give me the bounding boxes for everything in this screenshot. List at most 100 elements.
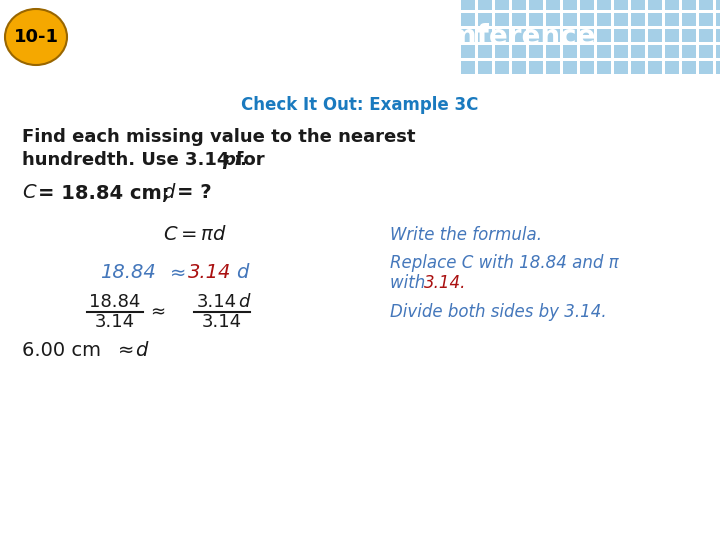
Text: $\mathit{d}$: $\mathit{d}$ bbox=[162, 184, 176, 202]
FancyBboxPatch shape bbox=[563, 13, 577, 26]
FancyBboxPatch shape bbox=[478, 13, 492, 26]
FancyBboxPatch shape bbox=[597, 0, 611, 10]
FancyBboxPatch shape bbox=[512, 45, 526, 58]
FancyBboxPatch shape bbox=[580, 0, 594, 10]
FancyBboxPatch shape bbox=[529, 29, 543, 42]
FancyBboxPatch shape bbox=[648, 29, 662, 42]
Text: Check It Out: Example 3C: Check It Out: Example 3C bbox=[241, 96, 479, 114]
FancyBboxPatch shape bbox=[631, 45, 645, 58]
FancyBboxPatch shape bbox=[580, 45, 594, 58]
FancyBboxPatch shape bbox=[563, 45, 577, 58]
Text: ≈: ≈ bbox=[170, 264, 186, 282]
Text: 3.14.: 3.14. bbox=[424, 274, 467, 292]
FancyBboxPatch shape bbox=[529, 45, 543, 58]
Text: $\mathit{C}$: $\mathit{C}$ bbox=[22, 184, 37, 202]
FancyBboxPatch shape bbox=[512, 0, 526, 10]
FancyBboxPatch shape bbox=[529, 61, 543, 74]
FancyBboxPatch shape bbox=[580, 61, 594, 74]
FancyBboxPatch shape bbox=[665, 0, 679, 10]
FancyBboxPatch shape bbox=[546, 29, 560, 42]
FancyBboxPatch shape bbox=[665, 61, 679, 74]
FancyBboxPatch shape bbox=[478, 45, 492, 58]
FancyBboxPatch shape bbox=[716, 45, 720, 58]
Text: with: with bbox=[390, 274, 431, 292]
FancyBboxPatch shape bbox=[597, 61, 611, 74]
Text: d: d bbox=[238, 293, 250, 311]
FancyBboxPatch shape bbox=[699, 61, 713, 74]
Text: = 18.84 cm;: = 18.84 cm; bbox=[38, 184, 176, 202]
Text: .: . bbox=[239, 151, 246, 169]
FancyBboxPatch shape bbox=[495, 13, 509, 26]
FancyBboxPatch shape bbox=[495, 61, 509, 74]
FancyBboxPatch shape bbox=[682, 29, 696, 42]
Text: ≈: ≈ bbox=[118, 341, 135, 360]
FancyBboxPatch shape bbox=[512, 13, 526, 26]
Ellipse shape bbox=[5, 9, 67, 65]
FancyBboxPatch shape bbox=[648, 61, 662, 74]
Text: d: d bbox=[236, 264, 248, 282]
Text: = ?: = ? bbox=[177, 184, 212, 202]
FancyBboxPatch shape bbox=[563, 29, 577, 42]
FancyBboxPatch shape bbox=[461, 45, 475, 58]
FancyBboxPatch shape bbox=[716, 29, 720, 42]
FancyBboxPatch shape bbox=[716, 13, 720, 26]
Text: 3.14: 3.14 bbox=[197, 293, 237, 311]
Text: Divide both sides by 3.14.: Divide both sides by 3.14. bbox=[390, 303, 607, 321]
FancyBboxPatch shape bbox=[461, 0, 475, 10]
Text: Course 1: Course 1 bbox=[12, 516, 81, 530]
FancyBboxPatch shape bbox=[716, 61, 720, 74]
FancyBboxPatch shape bbox=[614, 29, 628, 42]
FancyBboxPatch shape bbox=[461, 13, 475, 26]
FancyBboxPatch shape bbox=[563, 0, 577, 10]
FancyBboxPatch shape bbox=[648, 0, 662, 10]
FancyBboxPatch shape bbox=[665, 45, 679, 58]
FancyBboxPatch shape bbox=[614, 13, 628, 26]
FancyBboxPatch shape bbox=[631, 13, 645, 26]
Text: Find each missing value to the nearest: Find each missing value to the nearest bbox=[22, 128, 415, 146]
FancyBboxPatch shape bbox=[597, 29, 611, 42]
FancyBboxPatch shape bbox=[546, 13, 560, 26]
FancyBboxPatch shape bbox=[461, 29, 475, 42]
FancyBboxPatch shape bbox=[546, 0, 560, 10]
Text: 10-1: 10-1 bbox=[14, 28, 58, 46]
FancyBboxPatch shape bbox=[614, 0, 628, 10]
Text: $C = \pi d$: $C = \pi d$ bbox=[163, 226, 227, 245]
FancyBboxPatch shape bbox=[580, 29, 594, 42]
Text: 18.84: 18.84 bbox=[89, 293, 140, 311]
FancyBboxPatch shape bbox=[665, 13, 679, 26]
Text: pi: pi bbox=[222, 151, 241, 169]
FancyBboxPatch shape bbox=[682, 13, 696, 26]
FancyBboxPatch shape bbox=[495, 29, 509, 42]
Text: 18.84: 18.84 bbox=[100, 264, 156, 282]
Text: Replace C with 18.84 and π: Replace C with 18.84 and π bbox=[390, 254, 618, 272]
FancyBboxPatch shape bbox=[597, 13, 611, 26]
FancyBboxPatch shape bbox=[495, 0, 509, 10]
Text: 6.00 cm: 6.00 cm bbox=[22, 341, 101, 360]
FancyBboxPatch shape bbox=[597, 45, 611, 58]
FancyBboxPatch shape bbox=[699, 13, 713, 26]
FancyBboxPatch shape bbox=[631, 61, 645, 74]
FancyBboxPatch shape bbox=[699, 45, 713, 58]
FancyBboxPatch shape bbox=[580, 13, 594, 26]
FancyBboxPatch shape bbox=[682, 61, 696, 74]
FancyBboxPatch shape bbox=[478, 0, 492, 10]
FancyBboxPatch shape bbox=[699, 29, 713, 42]
FancyBboxPatch shape bbox=[699, 0, 713, 10]
FancyBboxPatch shape bbox=[529, 13, 543, 26]
Text: Copyright © by Holt, Rinehart and Winston. All Rights Reserved.: Copyright © by Holt, Rinehart and Winsto… bbox=[372, 518, 708, 528]
Text: hundredth. Use 3.14 for: hundredth. Use 3.14 for bbox=[22, 151, 271, 169]
Text: Circles and Circumference: Circles and Circumference bbox=[185, 23, 595, 51]
FancyBboxPatch shape bbox=[631, 0, 645, 10]
FancyBboxPatch shape bbox=[682, 45, 696, 58]
Text: ≈: ≈ bbox=[150, 303, 166, 321]
Text: 3.14: 3.14 bbox=[202, 313, 242, 331]
FancyBboxPatch shape bbox=[648, 13, 662, 26]
Text: Write the formula.: Write the formula. bbox=[390, 226, 542, 244]
Text: 3.14: 3.14 bbox=[188, 264, 231, 282]
FancyBboxPatch shape bbox=[665, 29, 679, 42]
FancyBboxPatch shape bbox=[614, 45, 628, 58]
FancyBboxPatch shape bbox=[512, 61, 526, 74]
FancyBboxPatch shape bbox=[546, 61, 560, 74]
Text: d: d bbox=[135, 341, 148, 360]
FancyBboxPatch shape bbox=[614, 61, 628, 74]
